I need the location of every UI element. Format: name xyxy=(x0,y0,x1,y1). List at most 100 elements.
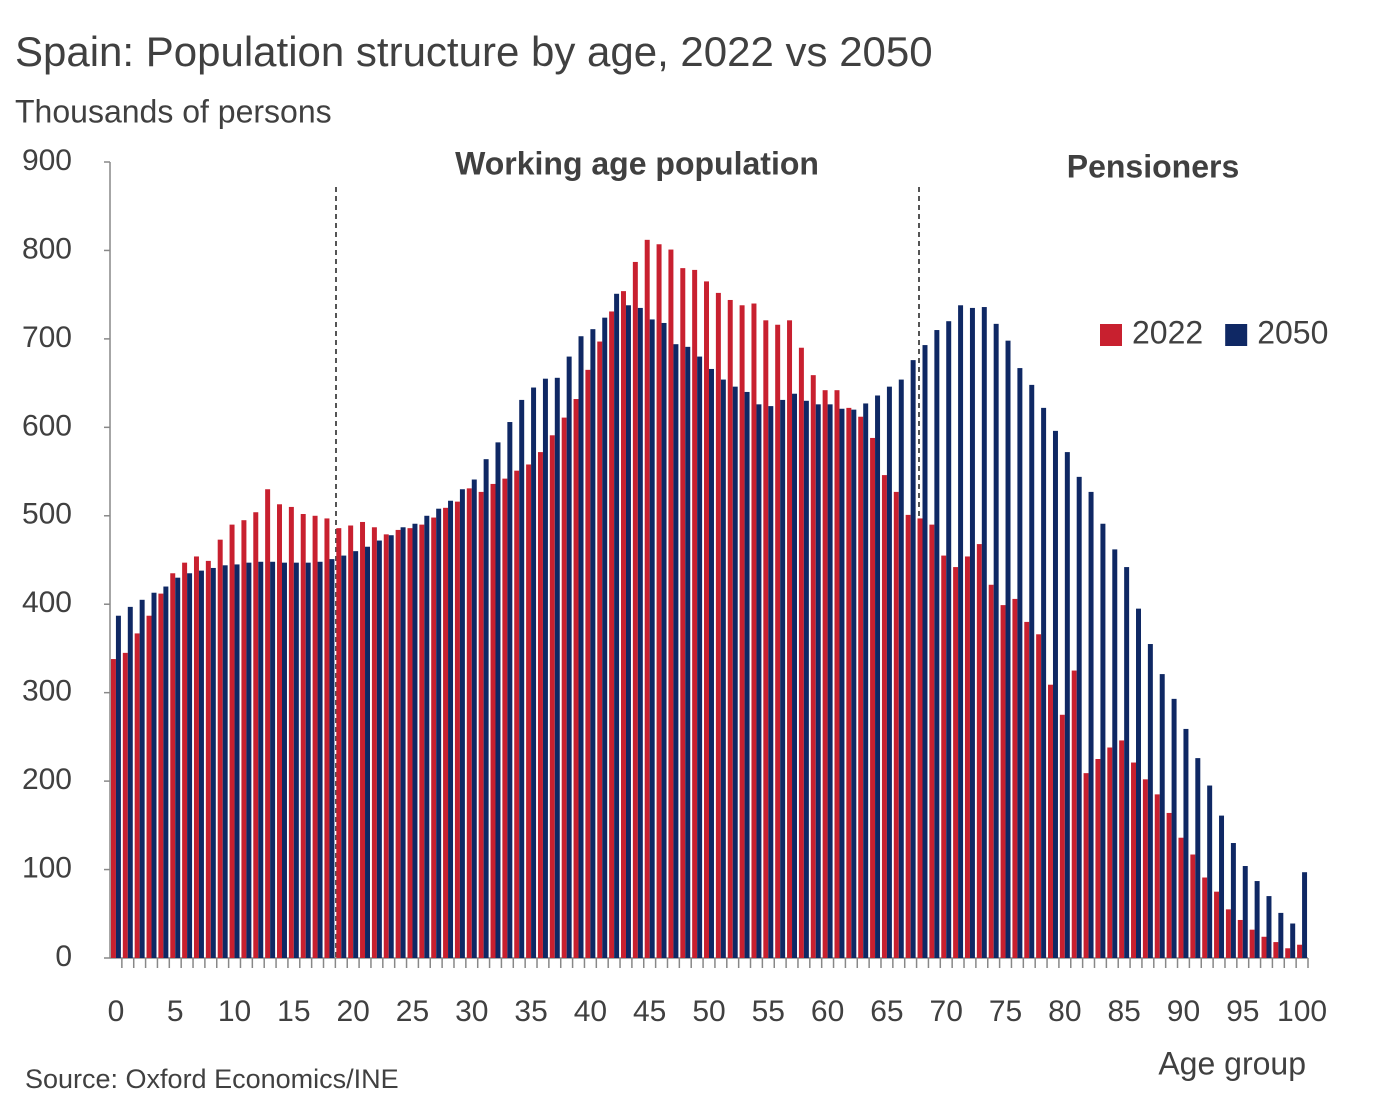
bar xyxy=(697,356,703,959)
bar xyxy=(822,390,828,959)
bar xyxy=(787,320,793,958)
bar xyxy=(870,437,876,958)
bar xyxy=(388,535,394,958)
bar xyxy=(1095,759,1101,958)
bar xyxy=(988,584,994,958)
bar xyxy=(1214,891,1220,958)
y-tick-label: 600 xyxy=(22,409,72,442)
bar xyxy=(115,615,121,958)
bar xyxy=(1207,785,1213,958)
bar xyxy=(780,399,786,959)
bar xyxy=(1154,794,1160,958)
legend-swatch xyxy=(1225,324,1248,346)
bar xyxy=(661,322,667,959)
bar xyxy=(964,556,970,958)
x-tick-label: 10 xyxy=(218,995,251,1028)
bar xyxy=(1000,605,1006,958)
bar xyxy=(1195,758,1201,958)
bar xyxy=(348,525,354,958)
bar xyxy=(946,321,952,958)
bar xyxy=(1136,608,1141,958)
bar xyxy=(910,360,916,958)
bar xyxy=(210,567,216,958)
bar xyxy=(905,514,911,958)
bar xyxy=(578,336,584,958)
bar xyxy=(526,464,532,958)
bar xyxy=(644,239,650,958)
bar xyxy=(815,404,821,958)
bar xyxy=(993,323,999,958)
bar xyxy=(324,518,330,958)
bar xyxy=(1017,368,1023,958)
bar xyxy=(163,586,169,958)
bar xyxy=(1159,674,1165,958)
bar xyxy=(1041,407,1047,958)
bar xyxy=(953,567,959,958)
bar xyxy=(134,633,140,958)
bar xyxy=(1059,714,1065,958)
bar xyxy=(941,555,947,958)
bar xyxy=(751,303,757,958)
bar xyxy=(395,529,401,958)
bar xyxy=(312,515,318,958)
bar xyxy=(407,528,413,958)
bar xyxy=(151,592,157,958)
bar xyxy=(217,539,223,958)
bar xyxy=(673,344,679,958)
bar xyxy=(478,491,484,958)
bar xyxy=(886,386,892,958)
bar xyxy=(561,417,567,958)
bar xyxy=(507,422,513,958)
x-tick-label: 60 xyxy=(811,995,844,1028)
bar xyxy=(341,555,347,958)
bar xyxy=(353,551,359,958)
bar xyxy=(863,403,869,958)
bar xyxy=(922,345,928,959)
bar xyxy=(1254,881,1260,958)
bar xyxy=(976,544,982,958)
bar xyxy=(549,435,555,958)
x-tick-label: 90 xyxy=(1167,995,1200,1028)
bar xyxy=(371,527,377,958)
bar xyxy=(609,311,615,959)
bar xyxy=(336,528,342,958)
bar xyxy=(1124,567,1130,958)
bar xyxy=(300,514,306,958)
bar xyxy=(459,489,465,958)
bar xyxy=(360,521,366,958)
bar xyxy=(1076,476,1082,958)
bar xyxy=(495,442,501,958)
bar xyxy=(1202,877,1208,958)
x-tick-label: 80 xyxy=(1048,995,1081,1028)
bar xyxy=(692,269,698,958)
bar xyxy=(573,399,579,958)
bar xyxy=(1052,430,1058,959)
bar xyxy=(365,546,371,958)
bar xyxy=(739,305,745,958)
bar xyxy=(1119,740,1125,958)
y-tick-label: 700 xyxy=(22,321,72,354)
bar xyxy=(554,377,560,958)
bar xyxy=(1142,779,1148,958)
bar xyxy=(431,517,437,958)
bar xyxy=(632,261,638,958)
bar xyxy=(537,452,543,958)
x-tick-label: 75 xyxy=(989,995,1022,1028)
y-tick-label: 900 xyxy=(22,144,72,177)
bar xyxy=(1071,670,1077,958)
bar xyxy=(792,393,798,958)
bar xyxy=(1005,340,1011,958)
y-tick-label: 300 xyxy=(22,675,72,708)
bar xyxy=(1278,912,1284,958)
bar xyxy=(175,577,181,958)
bar xyxy=(1083,773,1089,958)
bar xyxy=(293,562,299,958)
bar xyxy=(1100,523,1106,958)
bar xyxy=(827,404,833,958)
bar xyxy=(376,540,382,958)
bar xyxy=(851,409,857,959)
bar xyxy=(193,556,199,958)
bar xyxy=(222,565,228,958)
bar xyxy=(1088,491,1094,958)
